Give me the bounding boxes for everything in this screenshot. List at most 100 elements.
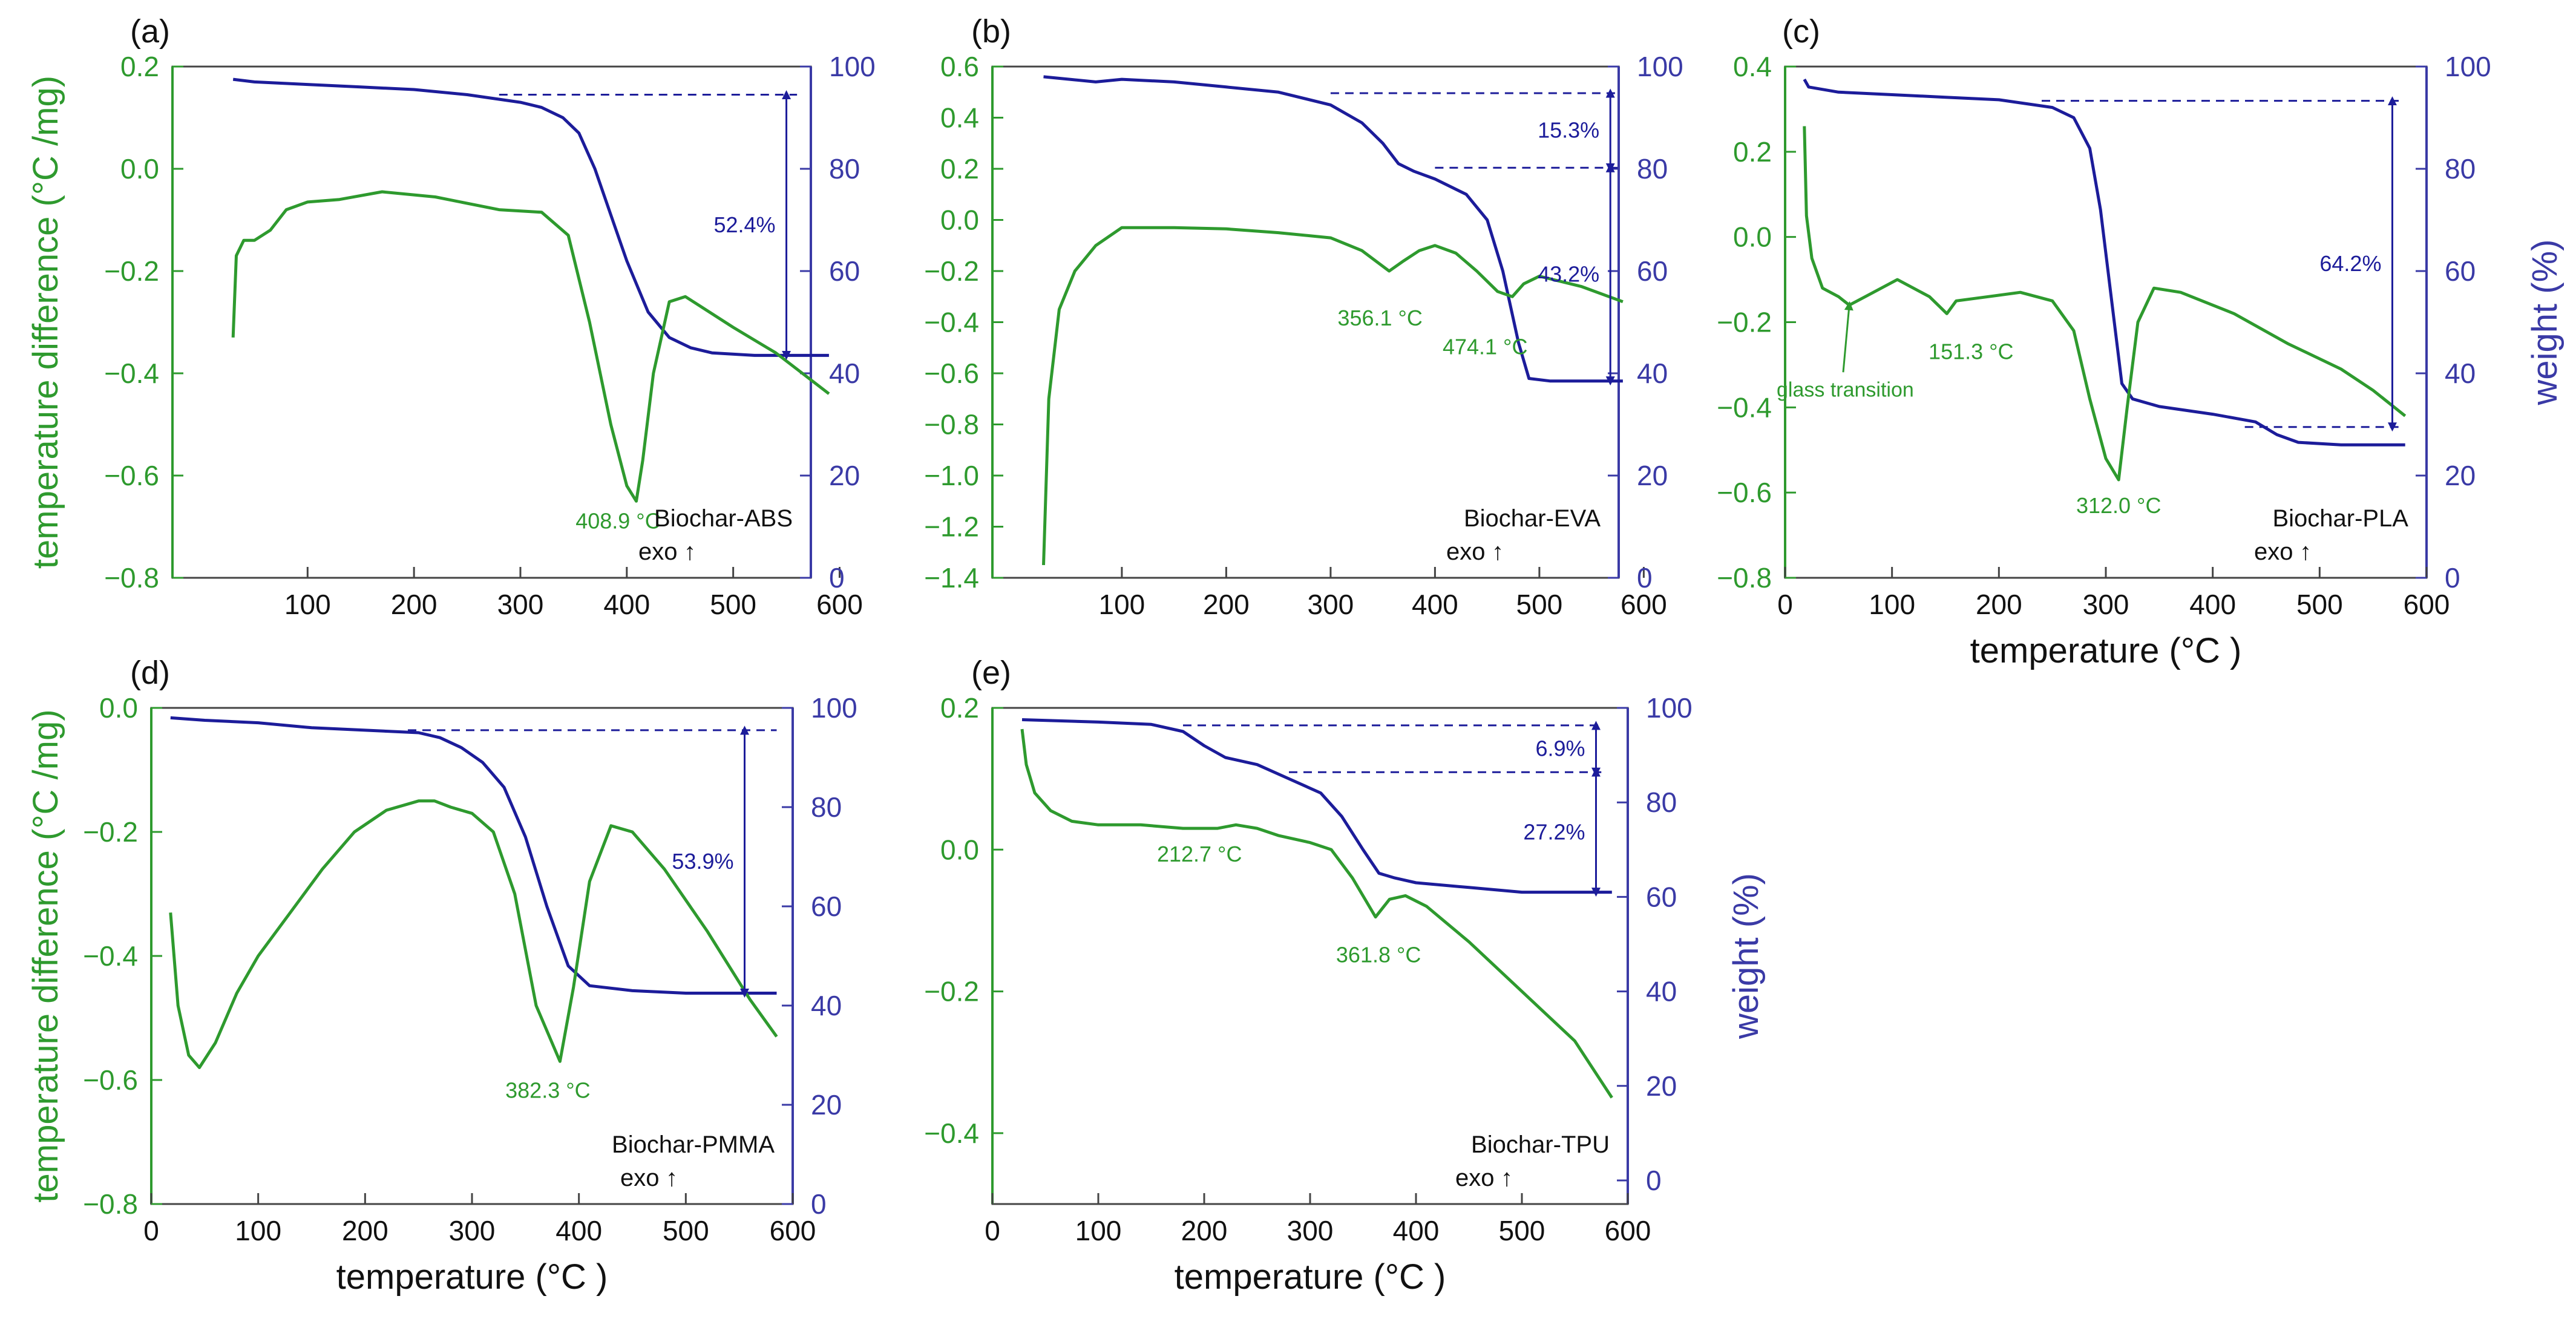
right-tick-label: 100 xyxy=(2445,51,2491,82)
mass-loss-label: 27.2% xyxy=(1523,819,1585,844)
left-tick-label: −0.8 xyxy=(83,1188,138,1220)
peak-label: 382.3 °C xyxy=(505,1078,590,1102)
dta-axis-title: temperature difference (°C /mg) xyxy=(26,76,65,569)
panel-label-a: (a) xyxy=(130,13,170,50)
left-tick-label: 0.0 xyxy=(99,692,138,724)
peak-label: 356.1 °C xyxy=(1337,306,1422,330)
mass-loss-label: 52.4% xyxy=(713,212,775,237)
exo-arrow-icon: ↑ xyxy=(684,538,696,565)
dta-curve-a xyxy=(231,190,830,503)
panel-e: (e)0 100 200 300 400 500 6000.20.0−0.2−0.41008… xyxy=(924,655,1766,1297)
right-tick-label: 0 xyxy=(2445,562,2460,594)
x-tick-label: 600 xyxy=(1605,1215,1651,1246)
right-tick-label: 20 xyxy=(1637,460,1668,491)
x-tick-label: 600 xyxy=(770,1215,816,1246)
exo-arrow-icon: ↑ xyxy=(2299,538,2312,565)
mass-loss-label: 43.2% xyxy=(1538,261,1599,286)
mass-loss-label: 64.2% xyxy=(2319,251,2381,276)
tg-curve-c xyxy=(1803,78,2405,447)
left-tick-label: −0.2 xyxy=(83,816,138,848)
right-tick-label: 0 xyxy=(1646,1165,1662,1196)
right-tick-label: 40 xyxy=(1646,976,1677,1007)
right-tick-label: 60 xyxy=(2445,255,2476,287)
x-tick-label: 0 xyxy=(1777,589,1793,620)
left-tick-label: −0.4 xyxy=(924,1117,979,1149)
left-tick-label: −0.4 xyxy=(1717,391,1772,423)
right-tick-label: 20 xyxy=(1646,1070,1677,1102)
right-tick-label: 100 xyxy=(829,51,876,82)
dta-axis-title: temperature difference (°C /mg) xyxy=(26,709,65,1202)
x-tick-label: 600 xyxy=(1621,589,1667,620)
left-tick-label: 0.4 xyxy=(940,102,979,134)
tg-curve-e xyxy=(1021,718,1612,894)
weight-axis-title: weight (%) xyxy=(1726,873,1766,1039)
left-tick-label: 0.2 xyxy=(940,692,979,724)
x-tick-label: 100 xyxy=(1869,589,1915,620)
right-tick-label: 80 xyxy=(1637,153,1668,185)
right-tick-label: 80 xyxy=(1646,787,1677,818)
x-tick-label: 300 xyxy=(1287,1215,1334,1246)
x-tick-label: 400 xyxy=(1412,589,1458,620)
peak-label: 408.9 °C xyxy=(575,508,660,533)
left-tick-label: 0.2 xyxy=(120,51,159,82)
right-tick-label: 20 xyxy=(2445,460,2476,491)
right-tick-label: 100 xyxy=(1646,692,1693,724)
x-tick-label: 400 xyxy=(2189,589,2236,620)
right-tick-label: 40 xyxy=(829,358,860,389)
panel-b: (b)100 200 300 400 500 6000.60.40.20.0−0.2−0.… xyxy=(924,13,1683,620)
left-tick-label: 0.6 xyxy=(940,51,979,82)
exo-label: exo xyxy=(1455,1165,1495,1191)
glass-transition-label: glass transition xyxy=(1777,378,1914,401)
panel-label-d: (d) xyxy=(130,655,170,691)
dta-curve-e xyxy=(1020,728,1613,1099)
left-tick-label: −0.6 xyxy=(104,460,159,491)
x-tick-label: 0 xyxy=(143,1215,159,1246)
temperature-axis-title: temperature (°C ) xyxy=(1970,631,2242,670)
right-tick-label: 0 xyxy=(811,1188,827,1220)
x-tick-label: 500 xyxy=(663,1215,709,1246)
plot-frame-d xyxy=(150,707,794,1205)
left-tick-label: −0.2 xyxy=(1717,307,1772,338)
peak-label: 312.0 °C xyxy=(2076,493,2161,518)
sample-name-b: Biochar-EVA xyxy=(1464,505,1601,532)
plot-frame-e xyxy=(991,707,1629,1205)
x-tick-label: 600 xyxy=(2404,589,2450,620)
mass-loss-label: 53.9% xyxy=(672,849,733,874)
x-tick-label: 200 xyxy=(342,1215,388,1246)
left-tick-label: 0.2 xyxy=(1733,136,1772,168)
left-tick-label: 0.4 xyxy=(1733,51,1772,82)
sample-name-e: Biochar-TPU xyxy=(1471,1131,1610,1158)
sample-name-c: Biochar-PLA xyxy=(2272,505,2408,532)
right-tick-label: 100 xyxy=(1637,51,1683,82)
x-tick-label: 500 xyxy=(2296,589,2343,620)
left-tick-label: −0.6 xyxy=(1717,477,1772,508)
exo-label: exo xyxy=(638,538,678,565)
peak-label: 151.3 °C xyxy=(1929,339,2013,364)
exo-indicator-c: exo ↑ xyxy=(2254,538,2312,565)
right-tick-label: 20 xyxy=(811,1089,842,1121)
right-tick-label: 20 xyxy=(829,460,860,491)
left-tick-label: −1.0 xyxy=(924,460,979,491)
x-tick-label: 200 xyxy=(391,589,438,620)
x-tick-label: 300 xyxy=(1308,589,1354,620)
exo-arrow-icon: ↑ xyxy=(1501,1165,1513,1191)
right-tick-label: 40 xyxy=(1637,358,1668,389)
right-tick-label: 60 xyxy=(829,255,860,287)
left-tick-label: −0.2 xyxy=(104,255,159,287)
x-tick-label: 0 xyxy=(985,1215,1000,1246)
right-tick-label: 100 xyxy=(811,692,857,724)
right-tick-label: 80 xyxy=(2445,153,2476,185)
temperature-axis-title: temperature (°C ) xyxy=(1175,1257,1446,1297)
x-tick-label: 100 xyxy=(235,1215,281,1246)
left-tick-label: 0.0 xyxy=(120,153,159,185)
tg-curve-d xyxy=(170,716,777,995)
right-tick-label: 60 xyxy=(1646,881,1677,912)
exo-arrow-icon: ↑ xyxy=(666,1165,678,1191)
tg-curve-b xyxy=(1043,75,1623,383)
x-tick-label: 200 xyxy=(1181,1215,1228,1246)
mass-loss-label: 15.3% xyxy=(1538,118,1599,143)
exo-arrow-icon: ↑ xyxy=(1492,538,1504,565)
x-tick-label: 500 xyxy=(1516,589,1563,620)
right-tick-label: 80 xyxy=(829,153,860,185)
